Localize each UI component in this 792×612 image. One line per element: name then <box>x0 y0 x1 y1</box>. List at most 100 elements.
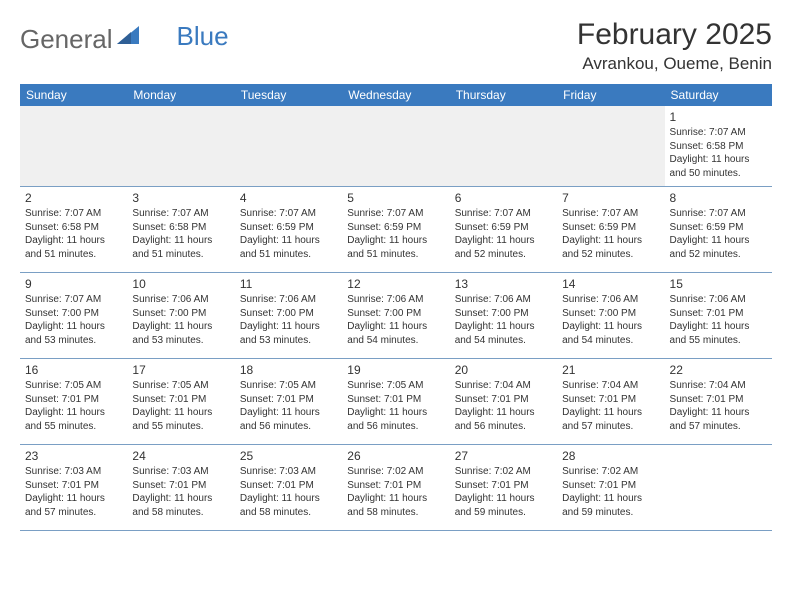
calendar-day-cell: 12Sunrise: 7:06 AMSunset: 7:00 PMDayligh… <box>342 273 449 359</box>
sunset-line: Sunset: 7:00 PM <box>240 307 337 321</box>
calendar-day-cell: 10Sunrise: 7:06 AMSunset: 7:00 PMDayligh… <box>127 273 234 359</box>
sunrise-line: Sunrise: 7:07 AM <box>670 207 767 221</box>
calendar-day-cell: 19Sunrise: 7:05 AMSunset: 7:01 PMDayligh… <box>342 359 449 445</box>
sunset-line: Sunset: 6:59 PM <box>240 221 337 235</box>
calendar-day-cell: 23Sunrise: 7:03 AMSunset: 7:01 PMDayligh… <box>20 445 127 531</box>
sunrise-line: Sunrise: 7:06 AM <box>132 293 229 307</box>
sunrise-line: Sunrise: 7:04 AM <box>455 379 552 393</box>
calendar-week-row: 16Sunrise: 7:05 AMSunset: 7:01 PMDayligh… <box>20 359 772 445</box>
daylight-line: Daylight: 11 hours and 58 minutes. <box>240 492 337 519</box>
sunset-line: Sunset: 7:01 PM <box>670 393 767 407</box>
sunrise-line: Sunrise: 7:06 AM <box>347 293 444 307</box>
sunset-line: Sunset: 7:01 PM <box>562 393 659 407</box>
daylight-line: Daylight: 11 hours and 53 minutes. <box>25 320 122 347</box>
day-number: 12 <box>347 276 444 292</box>
calendar-day-cell: 14Sunrise: 7:06 AMSunset: 7:00 PMDayligh… <box>557 273 664 359</box>
sunset-line: Sunset: 7:01 PM <box>347 393 444 407</box>
daylight-line: Daylight: 11 hours and 52 minutes. <box>670 234 767 261</box>
calendar-week-row: 2Sunrise: 7:07 AMSunset: 6:58 PMDaylight… <box>20 187 772 273</box>
calendar-day-cell: 17Sunrise: 7:05 AMSunset: 7:01 PMDayligh… <box>127 359 234 445</box>
weekday-header: Monday <box>127 84 234 106</box>
weekday-header: Thursday <box>450 84 557 106</box>
sunrise-line: Sunrise: 7:02 AM <box>347 465 444 479</box>
day-number: 3 <box>132 190 229 206</box>
sunset-line: Sunset: 7:00 PM <box>25 307 122 321</box>
sunrise-line: Sunrise: 7:07 AM <box>347 207 444 221</box>
day-number: 24 <box>132 448 229 464</box>
daylight-line: Daylight: 11 hours and 50 minutes. <box>670 153 767 180</box>
calendar-day-cell: 1Sunrise: 7:07 AMSunset: 6:58 PMDaylight… <box>665 106 772 187</box>
calendar-empty-cell <box>127 106 234 187</box>
weekday-header: Saturday <box>665 84 772 106</box>
sunset-line: Sunset: 7:00 PM <box>455 307 552 321</box>
day-number: 6 <box>455 190 552 206</box>
sunrise-line: Sunrise: 7:05 AM <box>240 379 337 393</box>
calendar-day-cell: 16Sunrise: 7:05 AMSunset: 7:01 PMDayligh… <box>20 359 127 445</box>
daylight-line: Daylight: 11 hours and 59 minutes. <box>455 492 552 519</box>
calendar-day-cell: 26Sunrise: 7:02 AMSunset: 7:01 PMDayligh… <box>342 445 449 531</box>
sunset-line: Sunset: 6:59 PM <box>455 221 552 235</box>
sunset-line: Sunset: 7:00 PM <box>562 307 659 321</box>
sunrise-line: Sunrise: 7:07 AM <box>670 126 767 140</box>
calendar-day-cell: 25Sunrise: 7:03 AMSunset: 7:01 PMDayligh… <box>235 445 342 531</box>
day-number: 23 <box>25 448 122 464</box>
sunrise-line: Sunrise: 7:05 AM <box>25 379 122 393</box>
page-header: General Blue February 2025 Avrankou, Oue… <box>20 18 772 74</box>
daylight-line: Daylight: 11 hours and 51 minutes. <box>132 234 229 261</box>
calendar-day-cell: 3Sunrise: 7:07 AMSunset: 6:58 PMDaylight… <box>127 187 234 273</box>
calendar-day-cell: 28Sunrise: 7:02 AMSunset: 7:01 PMDayligh… <box>557 445 664 531</box>
sunrise-line: Sunrise: 7:05 AM <box>347 379 444 393</box>
sunset-line: Sunset: 7:01 PM <box>455 479 552 493</box>
calendar-day-cell: 15Sunrise: 7:06 AMSunset: 7:01 PMDayligh… <box>665 273 772 359</box>
weekday-header: Friday <box>557 84 664 106</box>
sunrise-line: Sunrise: 7:06 AM <box>670 293 767 307</box>
calendar-empty-cell <box>20 106 127 187</box>
location-label: Avrankou, Oueme, Benin <box>577 54 772 74</box>
calendar-day-cell: 9Sunrise: 7:07 AMSunset: 7:00 PMDaylight… <box>20 273 127 359</box>
calendar-day-cell: 8Sunrise: 7:07 AMSunset: 6:59 PMDaylight… <box>665 187 772 273</box>
daylight-line: Daylight: 11 hours and 55 minutes. <box>25 406 122 433</box>
calendar-empty-cell <box>557 106 664 187</box>
logo-triangle-icon <box>117 26 139 44</box>
calendar-empty-cell <box>665 445 772 531</box>
day-number: 21 <box>562 362 659 378</box>
day-number: 19 <box>347 362 444 378</box>
sunrise-line: Sunrise: 7:04 AM <box>562 379 659 393</box>
sunrise-line: Sunrise: 7:02 AM <box>455 465 552 479</box>
calendar-day-cell: 27Sunrise: 7:02 AMSunset: 7:01 PMDayligh… <box>450 445 557 531</box>
day-number: 10 <box>132 276 229 292</box>
daylight-line: Daylight: 11 hours and 57 minutes. <box>562 406 659 433</box>
logo-text-1: General <box>20 24 113 55</box>
sunset-line: Sunset: 6:59 PM <box>347 221 444 235</box>
daylight-line: Daylight: 11 hours and 52 minutes. <box>455 234 552 261</box>
calendar-day-cell: 11Sunrise: 7:06 AMSunset: 7:00 PMDayligh… <box>235 273 342 359</box>
calendar-week-row: 9Sunrise: 7:07 AMSunset: 7:00 PMDaylight… <box>20 273 772 359</box>
calendar-day-cell: 24Sunrise: 7:03 AMSunset: 7:01 PMDayligh… <box>127 445 234 531</box>
sunset-line: Sunset: 7:01 PM <box>562 479 659 493</box>
day-number: 1 <box>670 109 767 125</box>
calendar-table: SundayMondayTuesdayWednesdayThursdayFrid… <box>20 84 772 531</box>
sunset-line: Sunset: 6:58 PM <box>132 221 229 235</box>
sunrise-line: Sunrise: 7:04 AM <box>670 379 767 393</box>
day-number: 14 <box>562 276 659 292</box>
month-title: February 2025 <box>577 18 772 52</box>
daylight-line: Daylight: 11 hours and 56 minutes. <box>240 406 337 433</box>
calendar-empty-cell <box>235 106 342 187</box>
daylight-line: Daylight: 11 hours and 51 minutes. <box>25 234 122 261</box>
calendar-day-cell: 6Sunrise: 7:07 AMSunset: 6:59 PMDaylight… <box>450 187 557 273</box>
day-number: 20 <box>455 362 552 378</box>
calendar-day-cell: 21Sunrise: 7:04 AMSunset: 7:01 PMDayligh… <box>557 359 664 445</box>
daylight-line: Daylight: 11 hours and 53 minutes. <box>240 320 337 347</box>
sunset-line: Sunset: 7:00 PM <box>132 307 229 321</box>
day-number: 9 <box>25 276 122 292</box>
sunrise-line: Sunrise: 7:02 AM <box>562 465 659 479</box>
sunset-line: Sunset: 7:01 PM <box>240 393 337 407</box>
daylight-line: Daylight: 11 hours and 51 minutes. <box>347 234 444 261</box>
day-number: 7 <box>562 190 659 206</box>
calendar-day-cell: 5Sunrise: 7:07 AMSunset: 6:59 PMDaylight… <box>342 187 449 273</box>
sunset-line: Sunset: 6:59 PM <box>562 221 659 235</box>
sunset-line: Sunset: 7:01 PM <box>347 479 444 493</box>
day-number: 4 <box>240 190 337 206</box>
daylight-line: Daylight: 11 hours and 51 minutes. <box>240 234 337 261</box>
sunset-line: Sunset: 7:01 PM <box>455 393 552 407</box>
